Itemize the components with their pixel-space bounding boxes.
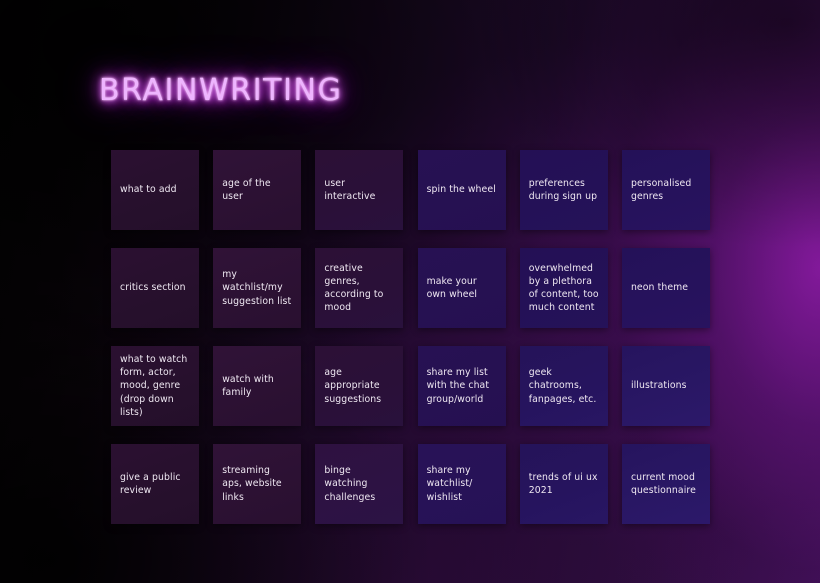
- sticky-note-text: give a public review: [120, 471, 181, 496]
- sticky-note-text: personalised genres: [630, 177, 692, 202]
- sticky-note[interactable]: share my list with the chat group/world: [417, 346, 506, 426]
- sticky-note[interactable]: my watchlist/my suggestion list: [213, 248, 302, 328]
- sticky-note-text: illustrations: [630, 380, 687, 392]
- sticky-note[interactable]: illustrations: [621, 346, 710, 426]
- sticky-note-text: watch with family: [222, 373, 274, 398]
- sticky-note[interactable]: age appropriate suggestions: [315, 346, 404, 426]
- sticky-note[interactable]: give a public review: [111, 444, 199, 524]
- sticky-note[interactable]: make your own wheel: [417, 248, 506, 328]
- sticky-note[interactable]: user interactive: [315, 150, 404, 230]
- sticky-note-text: make your own wheel: [426, 275, 478, 300]
- sticky-note[interactable]: personalised genres: [621, 150, 710, 230]
- sticky-note[interactable]: preferences during sign up: [519, 150, 608, 230]
- sticky-note-text: streaming aps, website links: [222, 465, 282, 503]
- sticky-note-text: age appropriate suggestions: [324, 367, 382, 405]
- sticky-note[interactable]: overwhelmed by a plethora of content, to…: [519, 248, 608, 328]
- sticky-note-text: share my watchlist/ wishlist: [426, 465, 473, 503]
- sticky-note-text: share my list with the chat group/world: [426, 367, 490, 405]
- sticky-note[interactable]: watch with family: [213, 346, 302, 426]
- sticky-note[interactable]: age of the user: [213, 150, 302, 230]
- sticky-note-text: what to add: [120, 184, 177, 196]
- sticky-note-text: neon theme: [630, 282, 689, 294]
- sticky-note-text: trends of ui ux 2021: [528, 471, 598, 496]
- sticky-note[interactable]: geek chatrooms, fanpages, etc.: [519, 346, 608, 426]
- sticky-note[interactable]: current mood questionnaire: [621, 444, 710, 524]
- sticky-note[interactable]: streaming aps, website links: [213, 444, 302, 524]
- sticky-note[interactable]: what to watch form, actor, mood, genre (…: [111, 346, 199, 426]
- sticky-note-text: overwhelmed by a plethora of content, to…: [528, 262, 599, 314]
- sticky-note-text: my watchlist/my suggestion list: [222, 269, 292, 307]
- sticky-note[interactable]: neon theme: [621, 248, 710, 328]
- sticky-note-text: user interactive: [324, 177, 376, 202]
- sticky-note[interactable]: creative genres, according to mood: [315, 248, 404, 328]
- sticky-note-grid: what to add age of the user user interacti…: [111, 150, 710, 524]
- page-title: BRAINWRITING: [99, 73, 343, 108]
- sticky-note[interactable]: spin the wheel: [417, 150, 506, 230]
- sticky-note-text: binge watching challenges: [324, 465, 376, 503]
- sticky-note-text: what to watch form, actor, mood, genre (…: [120, 354, 188, 418]
- sticky-note[interactable]: binge watching challenges: [315, 444, 404, 524]
- sticky-note-text: age of the user: [222, 177, 271, 202]
- sticky-note-text: preferences during sign up: [528, 177, 598, 202]
- sticky-note[interactable]: trends of ui ux 2021: [519, 444, 608, 524]
- sticky-note[interactable]: what to add: [111, 150, 199, 230]
- sticky-note[interactable]: critics section: [111, 248, 199, 328]
- sticky-note-text: geek chatrooms, fanpages, etc.: [528, 367, 597, 405]
- sticky-note-text: critics section: [120, 282, 186, 294]
- sticky-note-text: spin the wheel: [426, 184, 496, 196]
- sticky-note[interactable]: share my watchlist/ wishlist: [417, 444, 506, 524]
- sticky-note-text: creative genres, according to mood: [324, 262, 384, 314]
- sticky-note-text: current mood questionnaire: [630, 471, 696, 496]
